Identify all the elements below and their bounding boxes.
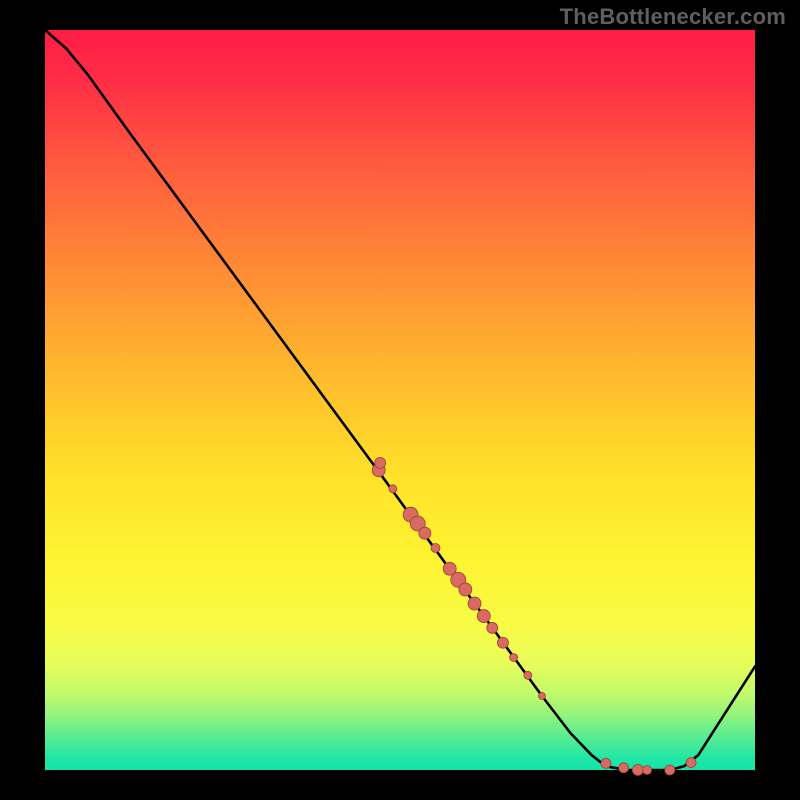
marker-point [389, 485, 397, 493]
marker-point [665, 765, 675, 775]
marker-point [686, 758, 696, 768]
marker-point [487, 622, 498, 633]
marker-point [510, 654, 518, 662]
marker-point [431, 544, 440, 553]
marker-point [459, 583, 472, 596]
marker-point [632, 765, 643, 776]
marker-point [643, 766, 652, 775]
marker-point [468, 597, 481, 610]
marker-point [619, 763, 629, 773]
marker-point [601, 758, 611, 768]
marker-point [497, 637, 508, 648]
marker-point [375, 457, 386, 468]
marker-point [419, 527, 431, 539]
marker-point [524, 671, 532, 679]
chart-svg [0, 0, 800, 800]
marker-point [539, 693, 546, 700]
plot-background [45, 30, 755, 770]
marker-point [477, 610, 490, 623]
